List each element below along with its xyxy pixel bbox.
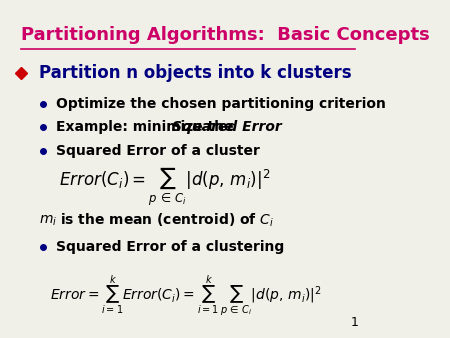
Text: Partition n objects into k clusters: Partition n objects into k clusters <box>40 64 352 81</box>
Text: Partitioning Algorithms:  Basic Concepts: Partitioning Algorithms: Basic Concepts <box>21 26 430 44</box>
Text: is the mean (centroid) of $\mathit{C}_i$: is the mean (centroid) of $\mathit{C}_i$ <box>60 212 274 229</box>
Text: Squared Error: Squared Error <box>171 120 281 135</box>
Text: $\mathit{Error} = \sum_{i=1}^{k} \mathit{Error}(C_i) = \sum_{i=1}^{k}\,\sum_{p\,: $\mathit{Error} = \sum_{i=1}^{k} \mathit… <box>50 273 322 317</box>
Text: Optimize the chosen partitioning criterion: Optimize the chosen partitioning criteri… <box>56 97 386 111</box>
Text: Squared Error of a clustering: Squared Error of a clustering <box>56 240 284 254</box>
Text: $\mathit{m}_i$: $\mathit{m}_i$ <box>40 213 58 228</box>
Text: $\mathit{Error}(C_i) = \sum_{p\,\in\,C_i} |d(p,\,m_i)|^2$: $\mathit{Error}(C_i) = \sum_{p\,\in\,C_i… <box>58 166 270 209</box>
Text: Squared Error of a cluster: Squared Error of a cluster <box>56 144 260 158</box>
Text: 1: 1 <box>351 316 359 329</box>
Text: Example: minimize the: Example: minimize the <box>56 120 238 135</box>
